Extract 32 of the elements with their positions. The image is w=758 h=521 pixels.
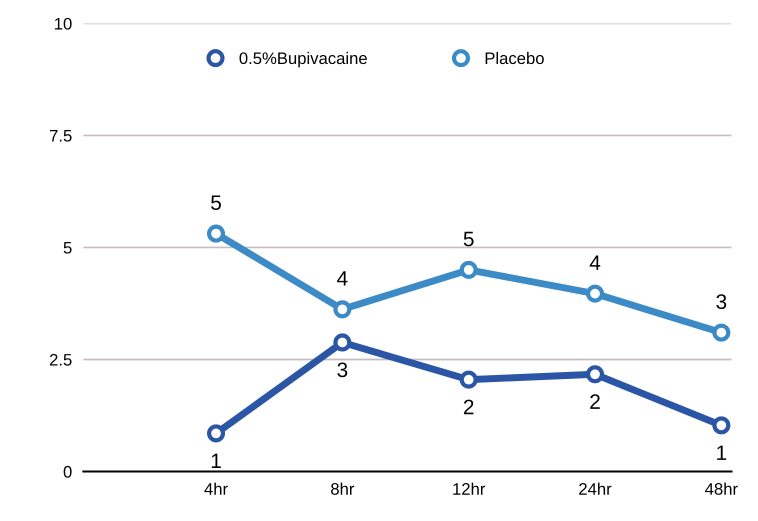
point xyxy=(333,333,352,352)
data-label: 2 xyxy=(590,394,600,409)
data-label: 2 xyxy=(464,400,474,414)
data-label: 1 xyxy=(212,454,221,468)
data-label: 3 xyxy=(716,294,726,310)
x-tick-label: 48hr xyxy=(705,482,738,495)
point xyxy=(207,224,226,243)
y-tick-label: 7.5 xyxy=(50,130,72,142)
point xyxy=(712,324,730,342)
point xyxy=(586,365,604,384)
point xyxy=(460,370,478,389)
data-label: 3 xyxy=(337,362,348,378)
x-tick-label: 4hr xyxy=(204,482,228,495)
point xyxy=(460,260,478,279)
y-tick-label: 10 xyxy=(55,18,72,30)
point xyxy=(586,284,604,303)
y-tick-label: 5 xyxy=(64,242,72,254)
y-tick-label: 0 xyxy=(64,466,72,478)
point xyxy=(333,300,352,318)
x-tick-label: 24hr xyxy=(579,482,612,495)
data-label: 4 xyxy=(337,271,348,286)
x-tick-label: 8hr xyxy=(331,482,354,495)
data-label: 5 xyxy=(464,232,474,246)
y-tick-label: 2.5 xyxy=(50,354,72,366)
data-label: 1 xyxy=(717,446,726,460)
point xyxy=(712,416,730,434)
data-label: 5 xyxy=(211,195,221,210)
x-tick-label: 12hr xyxy=(453,482,486,495)
data-label: 4 xyxy=(590,256,600,270)
legend-label: 0.5%Bupivacaine xyxy=(240,52,367,68)
legend-label: Placebo xyxy=(486,52,544,64)
point xyxy=(207,424,226,442)
